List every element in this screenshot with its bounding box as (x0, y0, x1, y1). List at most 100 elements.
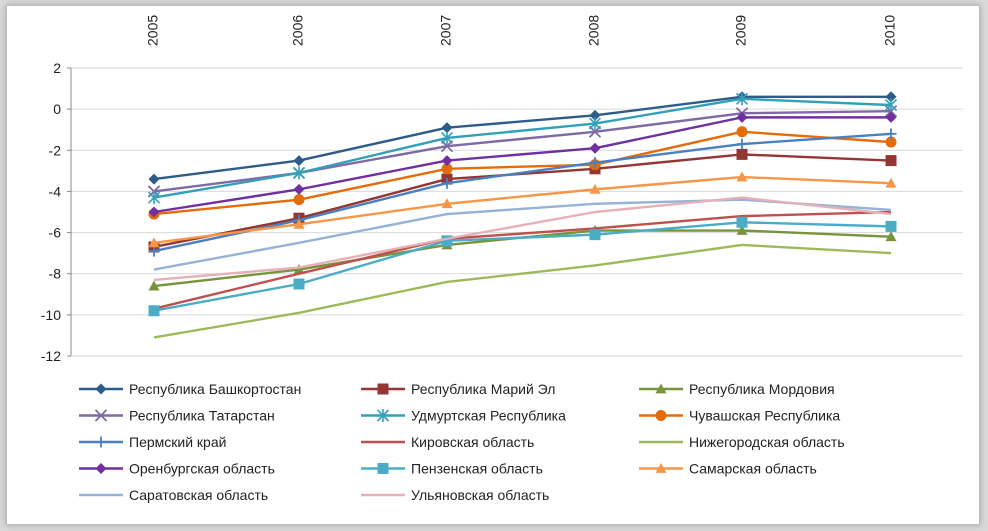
point-marker (441, 155, 453, 167)
x-tick-label: 2008 (586, 15, 602, 46)
point-marker (292, 166, 306, 180)
point-marker (148, 206, 160, 218)
legend-label: Республика Башкортостан (129, 381, 301, 397)
y-tick-label: -8 (49, 266, 62, 282)
series-8 (153, 210, 892, 310)
legend-item: Нижегородская область (639, 434, 845, 450)
point-marker (148, 237, 160, 248)
point-marker (377, 383, 389, 395)
legend-item: Самарская область (639, 461, 817, 477)
point-marker (589, 157, 601, 169)
point-marker (148, 280, 160, 291)
point-marker (885, 177, 897, 188)
line-chart: 2 0 -2 -4 -6 -8 -10 -12 2005 2006 2007 2008 2009 2010… (41, 15, 963, 503)
y-tick-label: -12 (41, 348, 61, 364)
x-tick-label: 2007 (438, 15, 454, 46)
x-tick-label: 2006 (290, 15, 306, 46)
point-marker (885, 155, 897, 167)
point-marker (148, 173, 160, 185)
point-marker (736, 111, 748, 123)
y-tick-label: -6 (49, 225, 62, 241)
point-marker (885, 111, 897, 123)
y-tick-label: 0 (53, 101, 61, 117)
legend-label: Оренбургская область (129, 461, 275, 477)
x-tick-label: 2005 (145, 15, 161, 46)
x-tick-label: 2009 (733, 15, 749, 46)
point-marker (94, 409, 108, 422)
y-tick-label: -2 (49, 142, 62, 158)
chart-frame: 2 0 -2 -4 -6 -8 -10 -12 2005 2006 2007 2008 2009 2010… (6, 5, 980, 525)
point-marker (589, 109, 601, 121)
point-marker (589, 229, 601, 241)
point-marker (885, 136, 897, 148)
point-marker (655, 383, 667, 394)
series-7 (148, 128, 897, 257)
x-tick-label: 2010 (882, 15, 898, 46)
legend-label: Самарская область (689, 461, 817, 477)
series-12 (148, 171, 897, 248)
point-marker (95, 463, 107, 474)
series-line (153, 97, 892, 199)
point-marker (736, 138, 748, 150)
legend-item: Пермский край (79, 434, 226, 450)
point-marker (441, 235, 453, 247)
point-marker (148, 305, 160, 317)
point-marker (655, 463, 667, 473)
legend-label: Пензенская область (411, 461, 543, 477)
point-marker (441, 163, 453, 175)
point-marker (589, 183, 601, 194)
legend-item: Кировская область (361, 434, 534, 450)
series-3 (148, 225, 897, 291)
point-marker (376, 409, 390, 422)
series-line (153, 243, 892, 339)
point-marker (95, 383, 107, 395)
legend-item: Пензенская область (361, 461, 543, 477)
point-marker (736, 171, 748, 182)
point-marker (885, 91, 897, 103)
series-14 (153, 196, 892, 282)
legend-label: Республика Мордовия (689, 381, 835, 397)
legend-item: Республика Татарстан (79, 408, 275, 424)
legend-item: Оренбургская область (79, 461, 275, 477)
point-marker (736, 126, 748, 138)
point-marker (293, 183, 305, 195)
legend-item: Республика Башкортостан (79, 381, 301, 397)
y-tick-label: -4 (49, 183, 62, 199)
point-marker (736, 216, 748, 228)
point-marker (441, 198, 453, 209)
legend-label: Республика Марий Эл (411, 381, 555, 397)
point-marker (293, 264, 305, 274)
series-11 (148, 216, 897, 317)
point-marker (589, 142, 601, 154)
series-line (153, 130, 892, 216)
series-9 (153, 243, 892, 339)
series-line (153, 196, 892, 282)
series-1 (148, 91, 897, 185)
series-4 (147, 105, 898, 198)
series-line (153, 95, 891, 181)
series-5 (147, 92, 898, 205)
legend-item: Республика Мордовия (639, 381, 835, 397)
point-marker (588, 117, 602, 131)
point-marker (884, 98, 898, 112)
series-line (153, 116, 891, 214)
point-marker (293, 155, 305, 167)
legend-label: Республика Татарстан (129, 408, 275, 424)
point-marker (885, 128, 897, 140)
point-marker (377, 463, 389, 474)
legend-item: Чувашская Республика (639, 408, 840, 424)
point-marker (735, 92, 749, 106)
point-marker (736, 225, 748, 235)
point-marker (293, 278, 305, 290)
legend-label: Саратовская область (129, 487, 268, 503)
y-tick-label: 2 (53, 60, 61, 76)
legend-label: Нижегородская область (689, 434, 845, 450)
legend: Республика Башкортостан Республика Марий … (79, 381, 845, 503)
legend-item: Удмуртская Республика (361, 408, 566, 424)
point-marker (736, 148, 748, 160)
legend-label: Чувашская Республика (689, 408, 840, 424)
legend-label: Удмуртская Республика (411, 408, 566, 424)
legend-item: Саратовская область (79, 487, 268, 503)
point-marker (440, 131, 454, 145)
point-marker (885, 231, 897, 242)
